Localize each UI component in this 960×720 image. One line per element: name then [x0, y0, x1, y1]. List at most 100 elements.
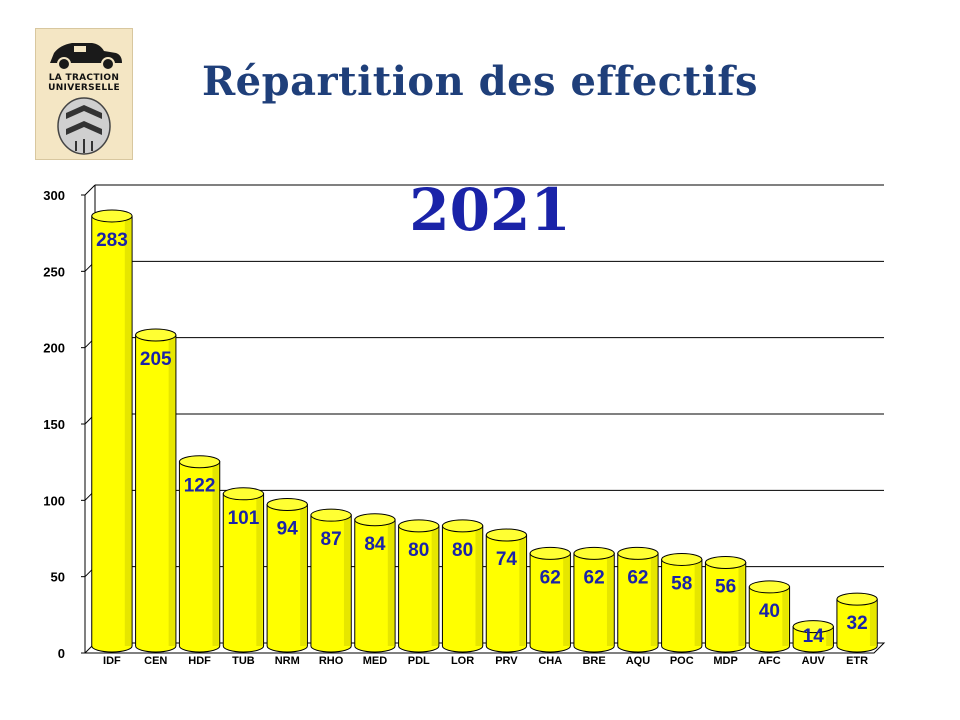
bar-shade [650, 553, 658, 646]
bar-shade [256, 493, 263, 646]
bar-body [573, 552, 615, 653]
logo: LA TRACTION UNIVERSELLE [35, 28, 133, 160]
bar-top [354, 513, 396, 527]
x-tick-label: AUV [802, 655, 826, 667]
bar-top [748, 580, 791, 594]
bar-lor [441, 519, 484, 653]
bar-shade [124, 215, 132, 646]
data-label: 87 [321, 529, 342, 550]
bar-top [704, 556, 747, 570]
x-tick-label: ETR [846, 655, 868, 667]
bar-poc [661, 552, 703, 653]
bar-shade [826, 626, 833, 646]
bar-top [529, 546, 571, 560]
bar-top [178, 455, 221, 469]
y-tick-label: 250 [43, 264, 65, 279]
bar-body [398, 525, 440, 653]
bar-auv [792, 620, 834, 653]
data-label: 122 [184, 476, 216, 497]
bar-rho [310, 508, 352, 653]
bar-body [354, 519, 396, 653]
bar-shade [300, 504, 307, 646]
bar-top [398, 519, 440, 533]
bar-body [792, 626, 834, 653]
data-label: 32 [847, 613, 868, 634]
x-tick-label: CEN [144, 655, 167, 667]
x-tick-label: LOR [451, 655, 474, 667]
bar-body [178, 461, 221, 653]
x-tick-label: TUB [232, 655, 255, 667]
bar-shade [869, 599, 877, 646]
bar-shade [343, 515, 351, 646]
x-tick-label: NRM [275, 655, 300, 667]
bar-bre [573, 546, 615, 653]
gridline-diag [84, 184, 96, 196]
data-label: 94 [277, 518, 299, 539]
bar-shade [387, 519, 395, 646]
bar-shade [606, 553, 614, 646]
y-tick-label: 200 [43, 341, 65, 356]
logo-text-line2: UNIVERSELLE [48, 83, 120, 93]
bar-body [836, 598, 878, 653]
bar-shade [168, 335, 175, 646]
y-tick-label: 300 [43, 188, 65, 203]
bar-med [354, 513, 396, 653]
bar-top [617, 546, 659, 560]
data-label: 74 [496, 549, 518, 570]
x-tick-label: AFC [758, 655, 781, 667]
data-label: 80 [408, 540, 429, 561]
bar-prv [485, 528, 528, 653]
bar-body [441, 525, 484, 653]
x-tick-label: IDF [103, 655, 121, 667]
bar-cen [135, 328, 177, 653]
bar-shade [431, 525, 438, 646]
bar-body [222, 493, 265, 653]
y-tick-label: 150 [43, 417, 65, 432]
bar-idf [91, 209, 133, 653]
bar-top [310, 508, 352, 522]
bar-top [441, 519, 484, 533]
bar-top [222, 487, 265, 501]
bar-top [573, 546, 615, 560]
data-label: 62 [627, 567, 648, 588]
bar-body [310, 514, 352, 653]
data-label: 205 [140, 349, 172, 370]
bar-shade [782, 586, 789, 646]
x-tick-label: BRE [582, 655, 605, 667]
bar-top [91, 209, 133, 223]
data-label: 80 [452, 540, 473, 561]
data-label: 58 [671, 573, 692, 594]
data-label: 62 [584, 567, 605, 588]
bar-top [836, 592, 878, 606]
bar-hdf [178, 455, 221, 653]
bar-body [485, 534, 528, 653]
data-label: 56 [715, 577, 736, 598]
bar-body [661, 558, 703, 653]
bar-body [266, 503, 308, 653]
bar-shade [519, 535, 526, 646]
y-tick-label: 100 [43, 493, 65, 508]
data-label: 84 [364, 534, 386, 555]
chart-title: 2021 [409, 176, 570, 244]
x-tick-label: AQU [626, 655, 651, 667]
bar-shade [738, 562, 745, 646]
bar-cha [529, 546, 571, 653]
bar-top [135, 328, 177, 342]
bar-top [661, 552, 703, 566]
bar-body [704, 562, 747, 653]
data-label: 101 [228, 508, 260, 529]
bar-body [135, 334, 177, 653]
bar-shade [563, 553, 570, 646]
bar-pdl [398, 519, 440, 653]
bar-etr [836, 592, 878, 653]
x-tick-label: CHA [538, 655, 562, 667]
bar-mdp [704, 556, 747, 653]
bar-top [792, 620, 834, 634]
bar-top [485, 528, 528, 542]
bar-tub [222, 487, 265, 653]
x-tick-label: POC [670, 655, 694, 667]
x-tick-label: PDL [408, 655, 430, 667]
bar-nrm [266, 497, 308, 653]
data-label: 14 [803, 626, 825, 647]
